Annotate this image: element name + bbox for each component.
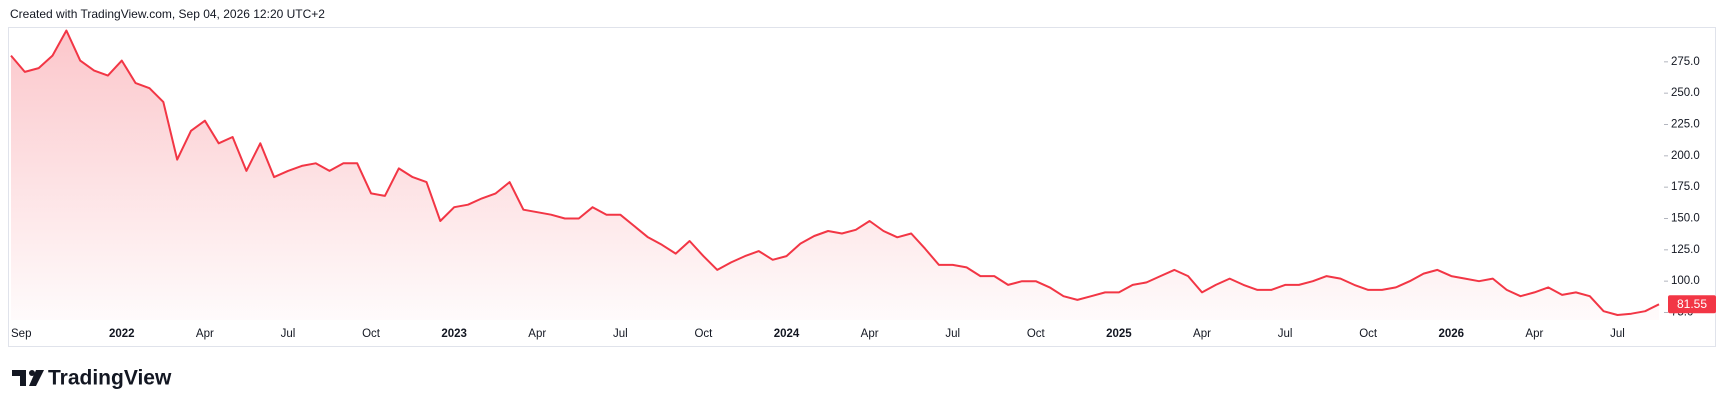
y-tick-label: 200.0 xyxy=(1671,150,1700,162)
x-tick-label: Oct xyxy=(1027,328,1046,340)
x-tick-label: Oct xyxy=(694,328,713,340)
x-tick-label: Jul xyxy=(281,328,296,340)
x-tick-label: 2024 xyxy=(774,328,800,340)
brand-name: TradingView xyxy=(48,367,172,390)
chart-frame xyxy=(8,27,1716,347)
x-tick-label: Jul xyxy=(613,328,628,340)
price-line xyxy=(10,29,1660,316)
x-tick-label: Oct xyxy=(362,328,381,340)
plot: 75.0100.0125.0150.0175.0200.0225.0250.02… xyxy=(10,29,1716,340)
x-tick-label: 2023 xyxy=(441,328,467,340)
y-tick-label: 100.0 xyxy=(1671,275,1700,287)
x-tick-label: Oct xyxy=(1359,328,1378,340)
y-tick-label: 150.0 xyxy=(1671,213,1700,225)
y-tick-label: 250.0 xyxy=(1671,87,1700,99)
x-tick-label: 2025 xyxy=(1106,328,1132,340)
x-tick-label: 2022 xyxy=(109,328,135,340)
x-tick-label: Jul xyxy=(1610,328,1625,340)
last-price-label: 81.55 xyxy=(1677,297,1707,311)
y-tick-label: 125.0 xyxy=(1671,244,1700,256)
x-tick-label: Apr xyxy=(1193,328,1211,340)
x-tick-label: Jul xyxy=(945,328,960,340)
y-tick-label: 225.0 xyxy=(1671,119,1700,131)
x-tick-label: Jul xyxy=(1278,328,1293,340)
x-tick-label: Apr xyxy=(861,328,879,340)
x-tick-label: Apr xyxy=(196,328,214,340)
header-text: Created with TradingView.com, Sep 04, 20… xyxy=(10,7,325,21)
y-tick-label: 175.0 xyxy=(1671,181,1700,193)
x-tick-label: 2026 xyxy=(1438,328,1464,340)
last-price-tag xyxy=(1668,295,1716,314)
y-tick-label: 275.0 xyxy=(1671,56,1700,68)
brand-logo: TradingView xyxy=(12,367,172,390)
x-tick-label: Sep xyxy=(11,328,31,340)
x-tick-label: Apr xyxy=(528,328,546,340)
x-tick-label: Apr xyxy=(1525,328,1543,340)
area-fill xyxy=(11,30,1659,320)
